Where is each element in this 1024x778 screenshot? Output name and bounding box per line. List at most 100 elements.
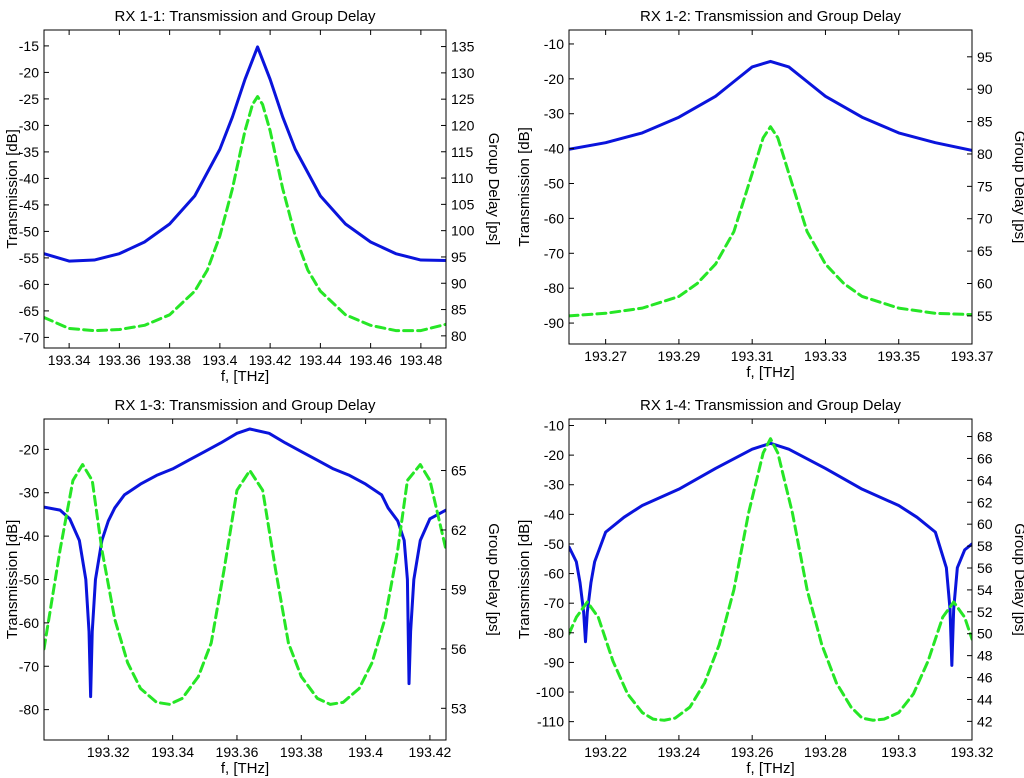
- chart-title: RX 1-4: Transmission and Group Delay: [640, 397, 901, 414]
- x-tick-label: 193.36: [216, 744, 259, 760]
- y-right-tick-label: 95: [451, 249, 467, 265]
- y-left-tick-label: -30: [544, 106, 564, 122]
- y-left-tick-label: -50: [544, 176, 564, 192]
- y-right-tick-label: 55: [977, 308, 993, 324]
- y-left-tick-label: -10: [544, 418, 564, 434]
- y-right-tick-label: 75: [977, 178, 993, 194]
- chart-title: RX 1-1: Transmission and Group Delay: [115, 8, 376, 25]
- chart-rx-1-1: 193.34 193.36 193.38 193.4 193.42 193.44 193.4…: [4, 8, 502, 385]
- y-right-tick-label: 58: [977, 538, 993, 554]
- y-left-tick-label: -60: [544, 566, 564, 582]
- group-delay-line: [44, 463, 446, 706]
- y-right-tick-label: 65: [977, 243, 993, 259]
- y-right-tick-label: 59: [451, 581, 467, 597]
- x-axis-label: f, [THz]: [746, 364, 794, 381]
- y-right-tick-label: 85: [451, 302, 467, 318]
- axes-box: [568, 29, 973, 345]
- y-axis-right-label: Group Delay [ps]: [485, 133, 502, 246]
- chart-rx-1-2: 193.27 193.29 193.31 193.33 193.35 193.37 -10 -…: [516, 8, 1024, 381]
- y-right-tick-label: 62: [977, 494, 993, 510]
- y-left-tick-label: -35: [19, 144, 39, 160]
- y-left-tick-label: -80: [544, 625, 564, 641]
- plot-area: [44, 419, 446, 740]
- axes-box: [43, 29, 447, 349]
- x-tick-label: 193.26: [731, 744, 774, 760]
- y-right-tick-label: 80: [977, 146, 993, 162]
- y-right-tick-label: 42: [977, 713, 993, 729]
- plot-area: [569, 30, 972, 344]
- y-left-tick-label: -60: [19, 276, 39, 292]
- y-right-tick-label: 62: [451, 522, 467, 538]
- y-right-tick-label: 105: [451, 196, 475, 212]
- x-tick-label: 193.42: [409, 744, 452, 760]
- y-axis-right-label: Group Delay [ps]: [485, 523, 502, 636]
- y-left-tick-label: -40: [19, 170, 39, 186]
- x-tick-label: 193.34: [48, 352, 91, 368]
- x-tick-label: 193.33: [804, 348, 847, 364]
- x-tick-label: 193.38: [148, 352, 191, 368]
- y-left-tick-label: -50: [19, 572, 39, 588]
- x-axis-label: f, [THz]: [221, 760, 269, 777]
- y-left-tick-label: -40: [19, 528, 39, 544]
- y-right-tick-label: 68: [977, 429, 993, 445]
- y-right-tick-label: 46: [977, 670, 993, 686]
- chart-title: RX 1-2: Transmission and Group Delay: [640, 8, 901, 25]
- y-left-tick-label: -60: [544, 210, 564, 226]
- y-axis-left-label: Transmission [dB]: [516, 127, 533, 246]
- transmission-line: [569, 59, 972, 152]
- y-axis-right-label: Group Delay [ps]: [1011, 131, 1024, 244]
- plot-area: [569, 419, 972, 740]
- chart-panel-rx-1-2: 193.27 193.29 193.31 193.33 193.35 193.37 -10 -…: [512, 0, 1024, 389]
- y-left-tick-label: -40: [544, 506, 564, 522]
- x-axis-label: f, [THz]: [221, 368, 269, 385]
- y-axis-right-label: Group Delay [ps]: [1011, 523, 1024, 636]
- y-right-tick-label: 95: [977, 49, 993, 65]
- y-right-tick-label: 60: [977, 516, 993, 532]
- x-tick-label: 193.35: [877, 348, 920, 364]
- y-right-tick-label: 100: [451, 223, 475, 239]
- y-left-tick-label: -40: [544, 141, 564, 157]
- y-left-tick-label: -60: [19, 615, 39, 631]
- y-left-tick-label: -20: [544, 71, 564, 87]
- x-tick-label: 193.4: [202, 352, 237, 368]
- y-right-tick-label: 130: [451, 65, 475, 81]
- y-left-tick-label: -10: [544, 36, 564, 52]
- y-left-tick-label: -65: [19, 303, 39, 319]
- y-axis-left-label: Transmission [dB]: [516, 520, 533, 639]
- x-tick-label: 193.38: [280, 744, 323, 760]
- y-right-tick-label: 65: [451, 463, 467, 479]
- y-axis-left-label: Transmission [dB]: [4, 129, 21, 248]
- y-left-tick-label: -20: [19, 441, 39, 457]
- y-right-tick-label: 56: [977, 560, 993, 576]
- x-tick-label: 193.46: [349, 352, 392, 368]
- y-left-tick-label: -70: [19, 658, 39, 674]
- y-left-tick-label: -80: [19, 702, 39, 718]
- y-left-tick-label: -50: [19, 223, 39, 239]
- x-axis-label: f, [THz]: [746, 760, 794, 777]
- y-right-tick-label: 70: [977, 211, 993, 227]
- y-left-tick-label: -15: [19, 38, 39, 54]
- transmission-line: [44, 45, 446, 263]
- y-left-tick-label: -45: [19, 197, 39, 213]
- y-right-tick-label: 60: [977, 276, 993, 292]
- y-left-tick-label: -80: [544, 280, 564, 296]
- x-tick-label: 193.27: [584, 348, 627, 364]
- x-tick-label: 193.48: [399, 352, 442, 368]
- axes-box: [568, 418, 973, 741]
- x-tick-label: 193.29: [657, 348, 700, 364]
- y-left-tick-label: -20: [19, 64, 39, 80]
- x-tick-label: 193.32: [951, 744, 994, 760]
- y-left-tick-label: -55: [19, 250, 39, 266]
- chart-title: RX 1-3: Transmission and Group Delay: [115, 397, 376, 414]
- x-tick-label: 193.3: [881, 744, 916, 760]
- y-right-tick-label: 80: [451, 328, 467, 344]
- y-left-tick-label: -90: [544, 654, 564, 670]
- y-left-tick-label: -70: [544, 595, 564, 611]
- y-left-tick-label: -30: [19, 485, 39, 501]
- y-right-tick-label: 50: [977, 626, 993, 642]
- y-right-tick-label: 90: [451, 275, 467, 291]
- chart-panel-rx-1-1: 193.34 193.36 193.38 193.4 193.42 193.44 193.4…: [0, 0, 512, 389]
- y-left-tick-label: -100: [536, 684, 564, 700]
- x-tick-label: 193.31: [731, 348, 774, 364]
- y-right-tick-label: 125: [451, 91, 475, 107]
